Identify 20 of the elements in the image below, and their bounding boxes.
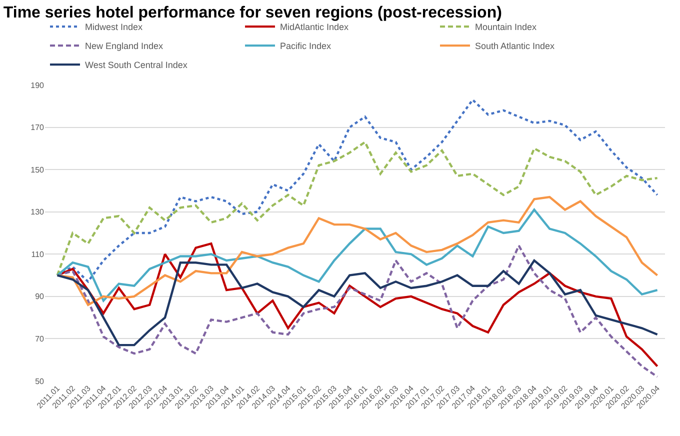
- legend-label: Midwest Index: [85, 22, 144, 32]
- line-series: [56, 140, 658, 276]
- line-series: [56, 196, 658, 306]
- legend-label: Pacific Index: [280, 41, 332, 52]
- y-tick-label: 170: [30, 123, 45, 132]
- y-tick-label: 70: [35, 334, 45, 344]
- y-tick-label: 90: [35, 292, 45, 302]
- y-tick-label: 50: [35, 376, 45, 386]
- y-tick-label: 190: [30, 80, 45, 90]
- line-series: [56, 259, 658, 346]
- chart-title: Time series hotel performance for seven regions (post-recession): [3, 4, 502, 22]
- y-tick-label: 130: [30, 208, 45, 217]
- legend-label: New England Index: [85, 41, 164, 52]
- y-tick-label: 110: [31, 250, 45, 259]
- legend-label: MidAtlantic Index: [280, 22, 350, 32]
- legend-label: South Atlantic Index: [475, 41, 556, 52]
- legend-label: Mountain Index: [475, 22, 538, 32]
- legend-label: West South Central Index: [85, 60, 188, 70]
- line-series: [56, 208, 658, 302]
- y-tick-label: 150: [30, 165, 45, 174]
